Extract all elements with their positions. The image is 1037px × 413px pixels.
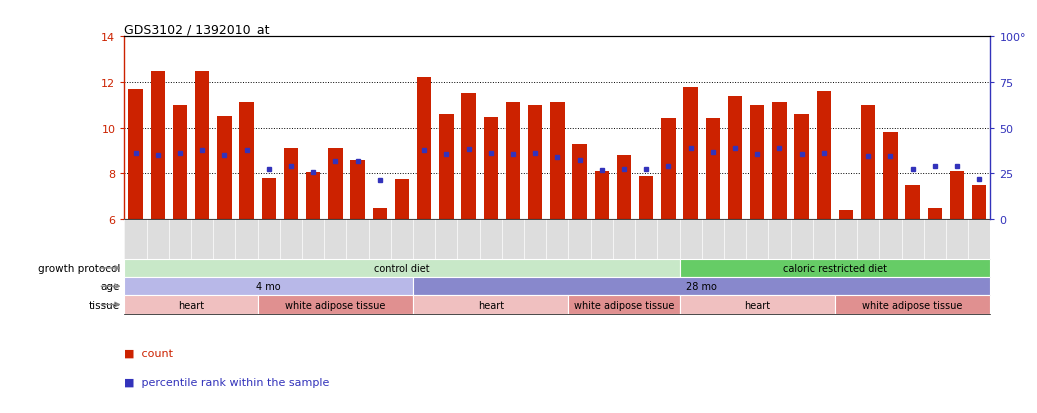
Bar bbox=[551, 103, 564, 219]
Bar bbox=[794, 115, 809, 219]
Text: white adipose tissue: white adipose tissue bbox=[285, 300, 386, 310]
Bar bbox=[861, 105, 875, 219]
Bar bbox=[413, 296, 568, 314]
Bar bbox=[372, 208, 387, 219]
Bar bbox=[261, 178, 276, 219]
Bar bbox=[195, 71, 209, 219]
Bar bbox=[124, 259, 679, 278]
Bar bbox=[839, 210, 853, 219]
Bar bbox=[124, 278, 413, 296]
Bar bbox=[728, 96, 742, 219]
Bar bbox=[528, 105, 542, 219]
Bar bbox=[461, 94, 476, 219]
Text: heart: heart bbox=[478, 300, 504, 310]
Text: tissue: tissue bbox=[89, 300, 120, 310]
Bar bbox=[816, 92, 831, 219]
Bar bbox=[150, 71, 165, 219]
Bar bbox=[568, 296, 679, 314]
Text: GDS3102 / 1392010_at: GDS3102 / 1392010_at bbox=[124, 23, 270, 36]
Bar bbox=[240, 103, 254, 219]
Text: control diet: control diet bbox=[374, 263, 429, 273]
Text: white adipose tissue: white adipose tissue bbox=[863, 300, 962, 310]
Bar bbox=[506, 103, 521, 219]
Bar bbox=[417, 78, 431, 219]
Bar bbox=[835, 296, 990, 314]
Bar bbox=[705, 119, 720, 219]
Bar bbox=[306, 173, 320, 219]
Bar bbox=[884, 133, 898, 219]
Text: ■  percentile rank within the sample: ■ percentile rank within the sample bbox=[124, 377, 330, 387]
Text: ■  count: ■ count bbox=[124, 348, 173, 358]
Bar bbox=[773, 103, 787, 219]
Bar bbox=[483, 118, 498, 219]
Bar bbox=[129, 90, 143, 219]
Text: heart: heart bbox=[745, 300, 770, 310]
Bar bbox=[683, 87, 698, 219]
Bar bbox=[639, 176, 653, 219]
Text: age: age bbox=[101, 282, 120, 292]
Bar bbox=[928, 208, 942, 219]
Bar bbox=[572, 144, 587, 219]
Bar bbox=[679, 296, 835, 314]
Bar bbox=[328, 149, 342, 219]
Bar bbox=[439, 115, 453, 219]
Bar bbox=[413, 278, 990, 296]
Text: heart: heart bbox=[178, 300, 204, 310]
Bar bbox=[594, 171, 609, 219]
Bar bbox=[257, 296, 413, 314]
Bar bbox=[395, 180, 410, 219]
Bar bbox=[950, 171, 964, 219]
Bar bbox=[905, 185, 920, 219]
Bar bbox=[662, 119, 676, 219]
Bar bbox=[972, 185, 986, 219]
Bar bbox=[617, 156, 632, 219]
Bar bbox=[284, 149, 299, 219]
Text: 4 mo: 4 mo bbox=[256, 282, 281, 292]
Bar bbox=[679, 259, 990, 278]
Bar bbox=[351, 160, 365, 219]
Bar bbox=[173, 105, 187, 219]
Text: caloric restricted diet: caloric restricted diet bbox=[783, 263, 887, 273]
Bar bbox=[124, 296, 257, 314]
Text: white adipose tissue: white adipose tissue bbox=[573, 300, 674, 310]
Text: growth protocol: growth protocol bbox=[37, 263, 120, 273]
Bar bbox=[217, 117, 231, 219]
Bar bbox=[750, 105, 764, 219]
Text: 28 mo: 28 mo bbox=[686, 282, 718, 292]
